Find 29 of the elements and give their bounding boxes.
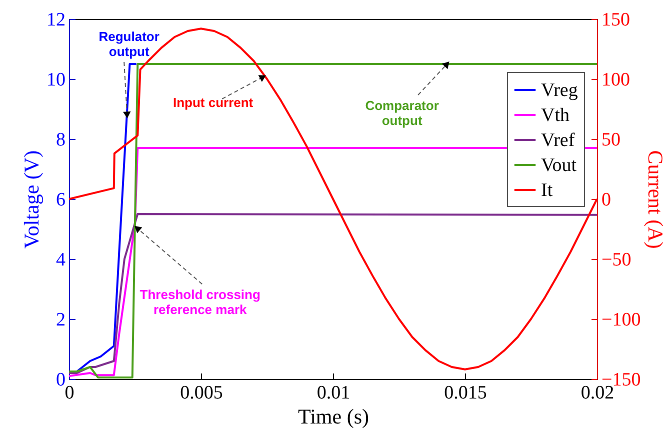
y2-tick-label: 50 <box>602 130 620 150</box>
y-tick-label: 0 <box>56 370 66 390</box>
legend-label: Vth <box>541 105 570 126</box>
annotation: Threshold crossing reference mark <box>140 287 260 318</box>
legend-label: Vref <box>541 130 576 151</box>
y-axis-title: Voltage (V) <box>20 150 44 249</box>
y-tick-label: 8 <box>56 130 66 150</box>
y-tick-label: 6 <box>56 190 66 210</box>
line-series <box>69 213 597 374</box>
y-tick-label: 12 <box>46 10 66 30</box>
x-axis-title: Time (s) <box>298 404 369 428</box>
legend-label: It <box>541 180 554 201</box>
y2-axis-title: Current (A) <box>644 150 668 249</box>
annotation: Comparator output <box>365 98 439 128</box>
y2-tick-label: 150 <box>602 10 630 30</box>
y-tick-label: 10 <box>46 70 66 90</box>
y2-tick-label: 100 <box>602 70 630 90</box>
annotation: Input current <box>172 94 254 110</box>
x-tick-label: 0.015 <box>444 382 487 404</box>
y2-tick-label: 0 <box>602 190 611 210</box>
legend-label: Vreg <box>541 80 578 101</box>
x-tick-label: 0.005 <box>180 382 223 404</box>
annotation: Regulator output <box>98 29 160 59</box>
y2-tick-label: −50 <box>602 250 632 270</box>
x-tick-label: 0.01 <box>316 382 350 404</box>
legend-label: Vout <box>541 155 578 176</box>
y2-tick-label: −100 <box>602 310 641 330</box>
y-tick-label: 4 <box>56 250 66 270</box>
y-tick-label: 2 <box>56 310 66 330</box>
